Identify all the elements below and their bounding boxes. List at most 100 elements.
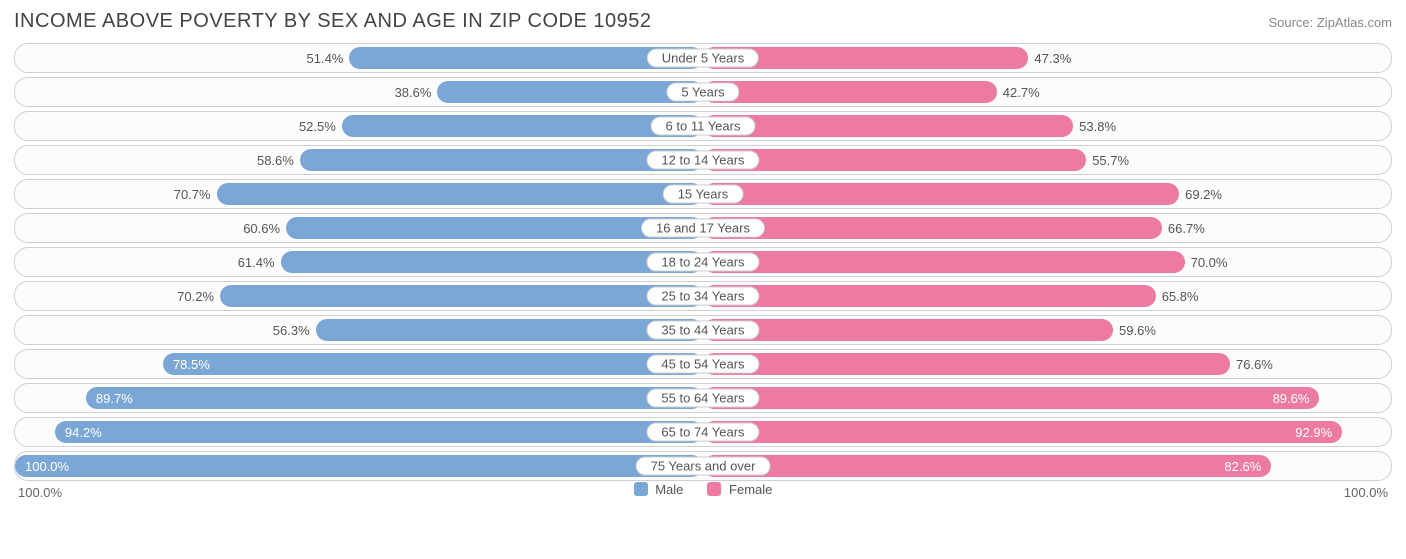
male-value: 78.5%	[173, 357, 210, 372]
female-half: 66.7%	[703, 214, 1391, 242]
legend-female-label: Female	[729, 482, 772, 497]
diverging-bar-chart: 51.4% 47.3% Under 5 Years 38.6% 42.7% 5 Years…	[14, 43, 1392, 481]
female-value: 42.7%	[1003, 85, 1040, 100]
female-half: 92.9%	[703, 418, 1391, 446]
male-half: 61.4%	[15, 248, 703, 276]
male-bar: 100.0%	[15, 455, 703, 477]
male-bar: 78.5%	[163, 353, 703, 375]
chart-row: 52.5% 53.8% 6 to 11 Years	[14, 111, 1392, 141]
female-value: 70.0%	[1191, 255, 1228, 270]
female-half: 53.8%	[703, 112, 1391, 140]
female-half: 70.0%	[703, 248, 1391, 276]
female-value: 65.8%	[1162, 289, 1199, 304]
category-label: 5 Years	[666, 83, 739, 102]
chart-row: 78.5%76.6%45 to 54 Years	[14, 349, 1392, 379]
chart-row: 61.4% 70.0% 18 to 24 Years	[14, 247, 1392, 277]
chart-row: 100.0% 82.6% 75 Years and over	[14, 451, 1392, 481]
chart-header: INCOME ABOVE POVERTY BY SEX AND AGE IN Z…	[14, 10, 1392, 33]
female-bar	[703, 115, 1073, 137]
female-half: 65.8%	[703, 282, 1391, 310]
chart-row: 56.3% 59.6% 35 to 44 Years	[14, 315, 1392, 345]
square-icon	[707, 482, 721, 496]
male-value: 58.6%	[257, 153, 294, 168]
category-label: 6 to 11 Years	[651, 117, 756, 136]
male-half: 52.5%	[15, 112, 703, 140]
category-label: 65 to 74 Years	[646, 423, 759, 442]
legend: Male Female	[14, 482, 1392, 497]
female-half: 89.6%	[703, 384, 1391, 412]
male-half: 70.2%	[15, 282, 703, 310]
male-value: 61.4%	[238, 255, 275, 270]
male-bar	[300, 149, 703, 171]
male-bar	[316, 319, 703, 341]
chart-row: 94.2% 92.9% 65 to 74 Years	[14, 417, 1392, 447]
female-value: 55.7%	[1092, 153, 1129, 168]
legend-male-label: Male	[655, 482, 683, 497]
category-label: 35 to 44 Years	[646, 321, 759, 340]
male-value: 52.5%	[299, 119, 336, 134]
female-value: 76.6%	[1236, 357, 1273, 372]
female-bar	[703, 217, 1162, 239]
male-bar: 94.2%	[55, 421, 703, 443]
female-value: 89.6%	[1273, 391, 1310, 406]
male-half: 78.5%	[15, 350, 703, 378]
male-value: 70.2%	[177, 289, 214, 304]
female-bar	[703, 81, 997, 103]
category-label: 15 Years	[663, 185, 744, 204]
chart-row: 58.6% 55.7% 12 to 14 Years	[14, 145, 1392, 175]
female-value: 82.6%	[1224, 459, 1261, 474]
female-value: 59.6%	[1119, 323, 1156, 338]
female-value: 69.2%	[1185, 187, 1222, 202]
category-label: Under 5 Years	[647, 49, 759, 68]
female-half: 69.2%	[703, 180, 1391, 208]
chart-row: 60.6% 66.7% 16 and 17 Years	[14, 213, 1392, 243]
legend-male: Male	[634, 482, 684, 497]
male-bar	[217, 183, 703, 205]
male-value: 51.4%	[307, 51, 344, 66]
male-bar	[220, 285, 703, 307]
female-value: 92.9%	[1295, 425, 1332, 440]
axis-right-label: 100.0%	[1344, 485, 1388, 500]
axis-left-label: 100.0%	[18, 485, 62, 500]
chart-row: 70.2%65.8%25 to 34 Years	[14, 281, 1392, 311]
category-label: 55 to 64 Years	[646, 389, 759, 408]
female-value: 47.3%	[1034, 51, 1071, 66]
female-value: 66.7%	[1168, 221, 1205, 236]
male-bar	[342, 115, 703, 137]
female-bar	[703, 149, 1086, 171]
category-label: 75 Years and over	[636, 457, 771, 476]
chart-row: 51.4% 47.3% Under 5 Years	[14, 43, 1392, 73]
category-label: 18 to 24 Years	[646, 253, 759, 272]
female-value: 53.8%	[1079, 119, 1116, 134]
male-half: 94.2%	[15, 418, 703, 446]
female-bar	[703, 319, 1113, 341]
male-bar	[281, 251, 703, 273]
female-half: 59.6%	[703, 316, 1391, 344]
chart-title: INCOME ABOVE POVERTY BY SEX AND AGE IN Z…	[14, 10, 651, 33]
female-half: 42.7%	[703, 78, 1391, 106]
male-half: 58.6%	[15, 146, 703, 174]
male-half: 70.7%	[15, 180, 703, 208]
male-value: 94.2%	[65, 425, 102, 440]
chart-row: 70.7% 69.2% 15 Years	[14, 179, 1392, 209]
female-bar: 82.6%	[703, 455, 1271, 477]
category-label: 12 to 14 Years	[646, 151, 759, 170]
chart-row: 89.7%89.6%55 to 64 Years	[14, 383, 1392, 413]
female-bar: 89.6%	[703, 387, 1319, 409]
male-value: 60.6%	[243, 221, 280, 236]
female-bar: 92.9%	[703, 421, 1342, 443]
female-half: 76.6%	[703, 350, 1391, 378]
female-bar	[703, 183, 1179, 205]
female-half: 82.6%	[703, 452, 1391, 480]
female-half: 47.3%	[703, 44, 1391, 72]
male-value: 70.7%	[174, 187, 211, 202]
male-half: 56.3%	[15, 316, 703, 344]
female-bar	[703, 353, 1230, 375]
male-value: 100.0%	[25, 459, 69, 474]
category-label: 16 and 17 Years	[641, 219, 765, 238]
female-half: 55.7%	[703, 146, 1391, 174]
male-value: 56.3%	[273, 323, 310, 338]
male-value: 38.6%	[395, 85, 432, 100]
square-icon	[634, 482, 648, 496]
male-half: 38.6%	[15, 78, 703, 106]
